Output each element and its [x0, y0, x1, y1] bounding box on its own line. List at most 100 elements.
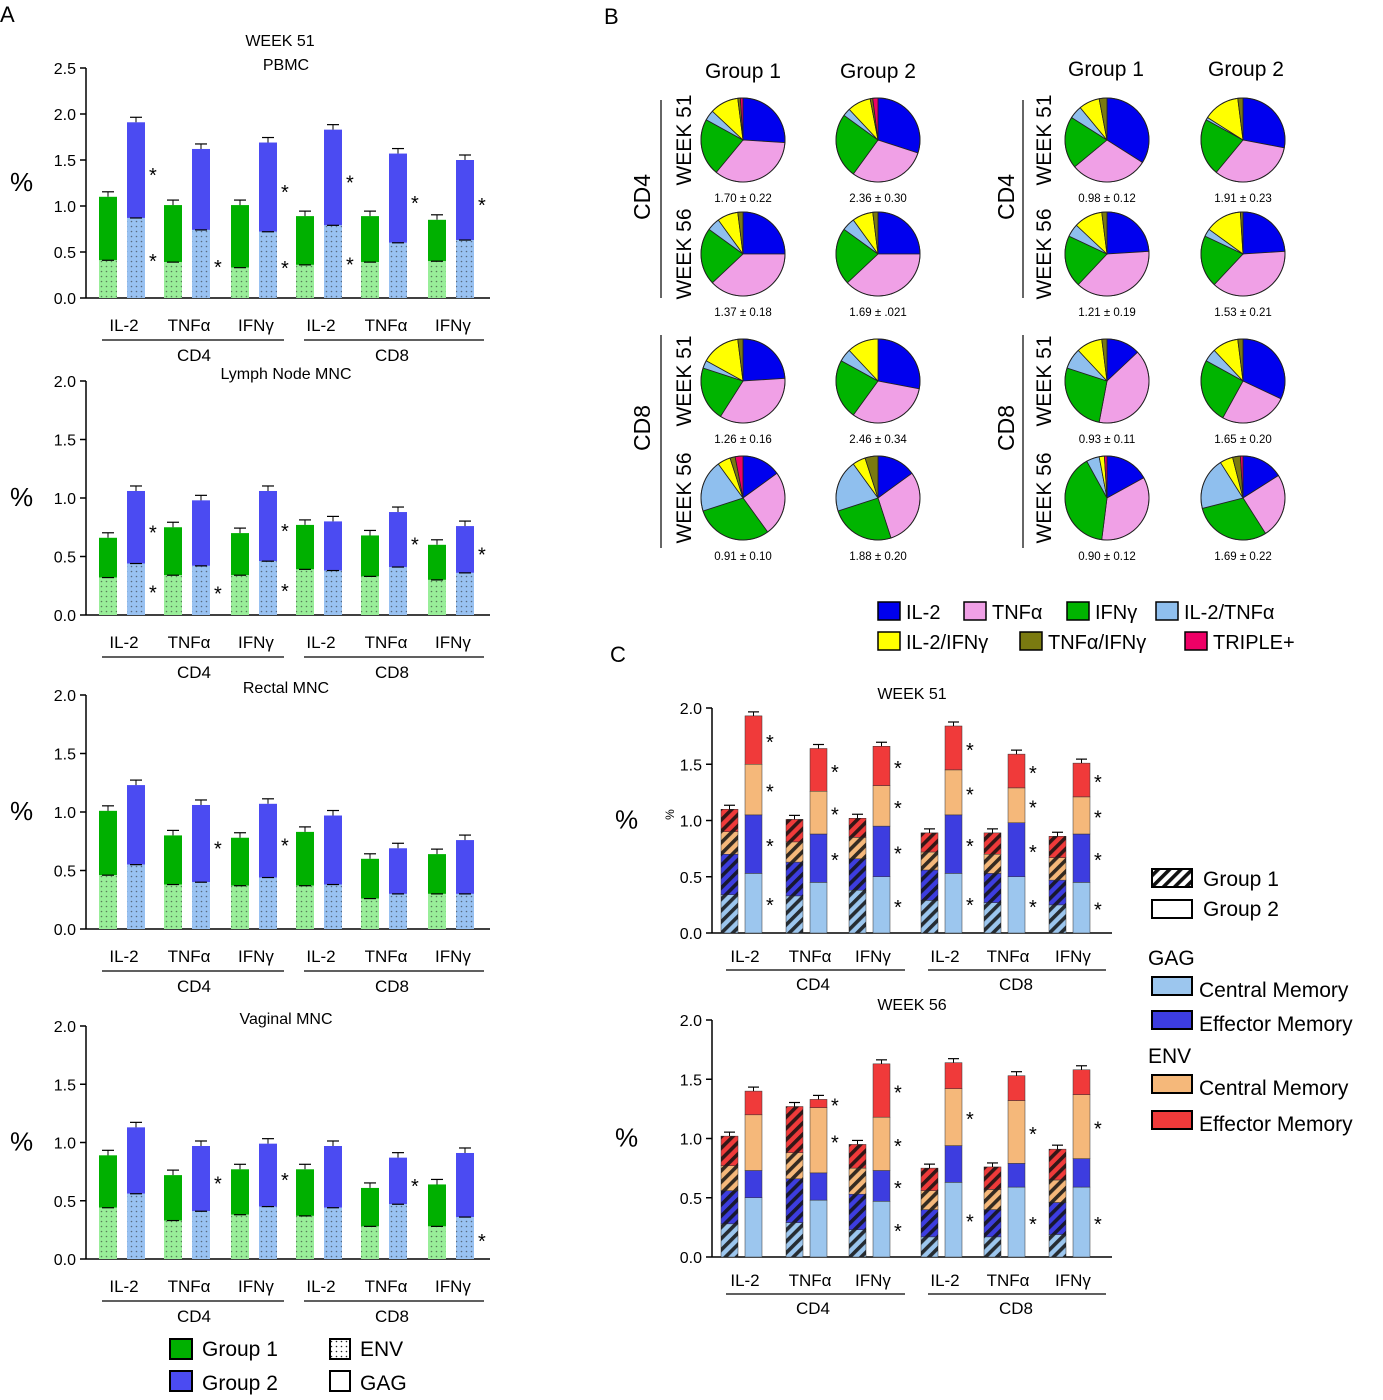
star-c1-3-2: *: [966, 1109, 974, 1131]
chart-c1-celltype-cd8: CD8: [999, 1299, 1033, 1318]
pie-slice-1-2-0: [1106, 211, 1150, 255]
star-c0-4-1: *: [1029, 842, 1037, 864]
bar-a2-g1-gag: [296, 831, 314, 886]
xlabel-c1-3: IL-2: [930, 1271, 959, 1290]
star-c0-1-1: *: [831, 850, 839, 872]
legend-c-group2-label: Group 2: [1203, 898, 1279, 921]
legend-b-swatch-5: [1019, 631, 1043, 651]
bar-a2-g1-gag: [428, 854, 446, 894]
bar-c1-g1-env-em-hatch: [786, 1106, 803, 1153]
legend-b-swatch-6: [1184, 631, 1208, 651]
bar-c0-g2-env-em: [944, 725, 963, 771]
pie-col-header-3: Group 2: [1208, 58, 1284, 81]
chart-a1-ytick-label: 0.5: [54, 550, 76, 567]
bar-c0-g1-env-cm-hatch: [1049, 857, 1066, 881]
bar-a1-g1-env-dots: [164, 575, 182, 615]
pie-row-header-right-2: WEEK 51: [1033, 335, 1056, 426]
star-c0-4-0: *: [1029, 897, 1037, 919]
bar-a1-g2-gag: [389, 512, 407, 568]
legend-b-label-6: TRIPLE+: [1213, 632, 1295, 654]
pie-outline-2-1: [835, 338, 921, 424]
bar-c1-g2-env-cm: [809, 1107, 828, 1174]
xlabel-a0-4: TNFα: [365, 316, 408, 335]
bar-a2-g2-env-dots: [127, 864, 145, 929]
pie-outline-2-3: [1200, 338, 1286, 424]
bar-a0-g2-env-dots: [259, 231, 277, 298]
pie-outline-3-3: [1200, 455, 1286, 541]
bar-c0-g1-env-cm-hatch: [786, 841, 803, 863]
bar-a1-g1-gag: [164, 527, 182, 576]
pie-outline-1-0: [700, 211, 786, 297]
chart-a2-ytick-label: 2.0: [54, 688, 76, 705]
bar-c1-g1-gag-cm-hatch: [786, 1222, 803, 1257]
bar-a2-g1-env-dots: [361, 898, 379, 929]
chart-c0-celltype-cd4: CD4: [796, 975, 830, 994]
xlabel-a1-1: TNFα: [168, 633, 211, 652]
xlabel-c0-3: IL-2: [930, 947, 959, 966]
bar-c1-g1-env-em-hatch: [921, 1168, 938, 1191]
pie-outline-2-2: [1064, 338, 1150, 424]
star-c1-3-0: *: [966, 1212, 974, 1234]
pie-row-header-right-3: WEEK 56: [1033, 452, 1056, 543]
chart-c0-celltype-cd8: CD8: [999, 975, 1033, 994]
legend-env-label: ENV: [360, 1338, 403, 1361]
chart-a2-celltype-cd8: CD8: [375, 977, 409, 996]
xlabel-a2-1: TNFα: [168, 947, 211, 966]
bar-c1-g2-gag-em: [809, 1172, 828, 1201]
bar-a1-g2-env-dots: [456, 572, 474, 615]
bar-a0-g1-gag: [231, 205, 249, 268]
bar-a2-g2-gag: [127, 785, 145, 865]
xlabel-c1-1: TNFα: [789, 1271, 832, 1290]
legend-c-gag-heading: GAG: [1148, 947, 1195, 970]
bar-c1-g1-env-cm-hatch: [786, 1152, 803, 1179]
bar-a0-g2-env-dots: [389, 242, 407, 298]
bar-c0-g2-env-cm: [809, 791, 828, 835]
chart-a0-celltype-cd4: CD4: [177, 346, 211, 365]
pie-label-1-2: 1.21 ± 0.19: [1078, 307, 1135, 319]
bar-c1-g2-env-cm: [944, 1088, 963, 1146]
chart-a1-ytick-label: 1.5: [54, 433, 76, 450]
xlabel-a1-3: IL-2: [306, 633, 335, 652]
chart-a1-ylabel: %: [10, 482, 33, 512]
pie-outline-3-2: [1064, 455, 1150, 541]
bar-a3-g1-gag: [164, 1175, 182, 1221]
pie-label-1-1: 1.69 ± .021: [849, 307, 906, 319]
pie-label-2-3: 1.65 ± 0.20: [1214, 434, 1271, 446]
bar-c0-g2-env-em: [744, 715, 763, 765]
bar-c1-g2-gag-cm: [872, 1201, 891, 1258]
legend-group1-swatch: [169, 1338, 193, 1360]
legend-b-swatch-4: [877, 631, 901, 651]
bar-a2-g1-gag: [164, 835, 182, 885]
bar-c1-g1-gag-cm-hatch: [721, 1223, 738, 1257]
star-a0-upper: *: [478, 195, 486, 217]
pie-label-3-3: 1.69 ± 0.22: [1214, 551, 1271, 563]
star-a0-upper: *: [281, 182, 289, 204]
panel-c-legend: Group 1 Group 2 GAG Central Memory Effec…: [1148, 868, 1353, 1136]
bar-a3-g2-env-dots: [127, 1193, 145, 1259]
xlabel-c1-0: IL-2: [730, 1271, 759, 1290]
bar-c0-g1-gag-em-hatch: [786, 862, 803, 896]
chart-a0-ylabel: %: [10, 167, 33, 197]
bar-a2-g1-env-dots: [428, 893, 446, 929]
star-c0-2-1: *: [894, 843, 902, 865]
pie-label-0-2: 0.98 ± 0.12: [1078, 193, 1135, 205]
chart-a2-ylabel: %: [10, 796, 33, 826]
bar-c0-g1-env-em-hatch: [1049, 836, 1066, 858]
bar-c0-g2-env-cm: [1007, 787, 1026, 823]
bar-a1-g1-gag: [99, 537, 117, 578]
legend-c-env-em-swatch: [1151, 1110, 1193, 1130]
pie-outline-3-1: [835, 455, 921, 541]
bar-a3-g1-env-dots: [231, 1214, 249, 1259]
legend-b-label-1: TNFα: [992, 602, 1042, 624]
bar-c0-g2-env-em: [809, 748, 828, 792]
bar-a1-g1-gag: [361, 535, 379, 577]
pie-celltype-header-0: CD4: [629, 174, 655, 220]
chart-a2-ytick-label: 0.0: [54, 922, 76, 939]
bar-c0-g1-gag-cm-hatch: [1049, 904, 1066, 933]
pie-slice-1-1-0: [877, 211, 921, 255]
bar-a0-g2-gag: [127, 122, 145, 218]
bar-c1-g2-env-cm: [1007, 1100, 1026, 1164]
bar-a3-g2-gag: [192, 1145, 210, 1212]
panel-c-charts: WEEK 51% % 0.0 0.5 1.0 1.5 2.0 * * * * IL-2 * * * TNFα *…: [615, 686, 1112, 1318]
